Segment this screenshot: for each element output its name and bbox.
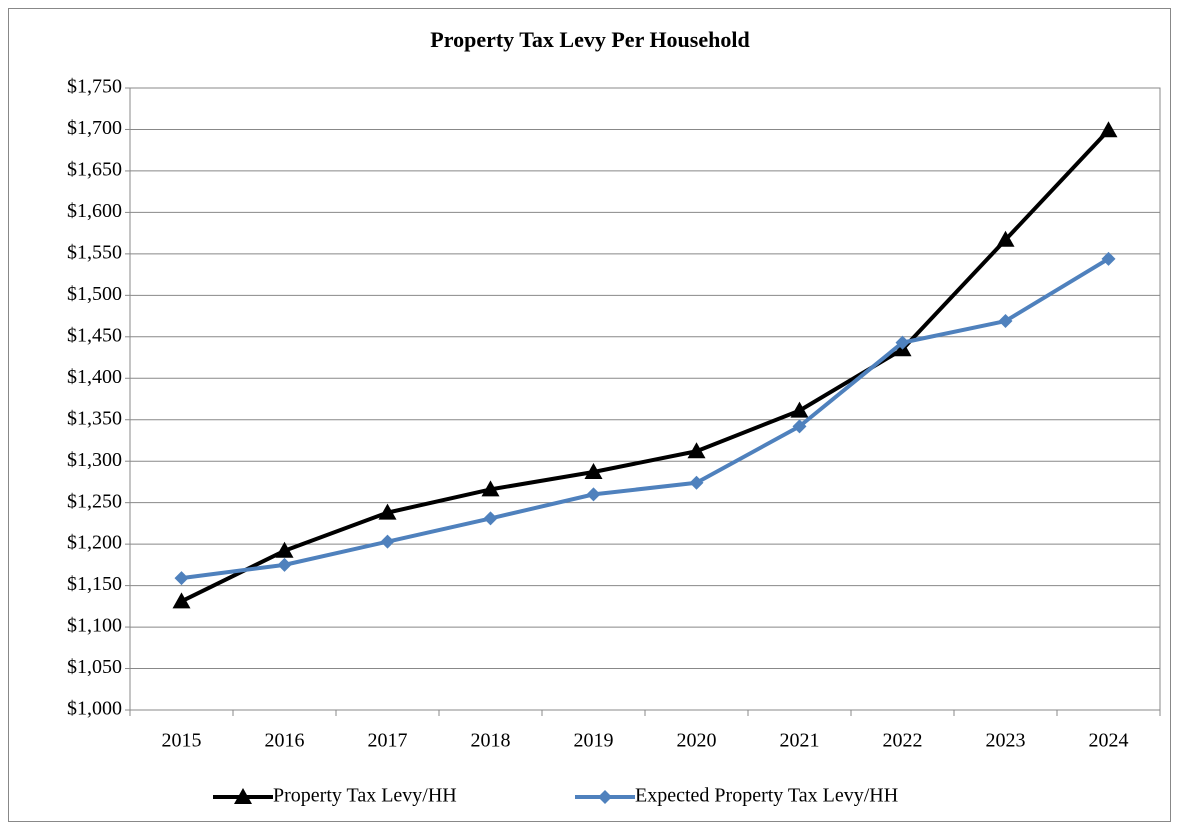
x-tick-label: 2023 [986, 730, 1026, 752]
x-tick-label: 2017 [368, 730, 408, 752]
triangle-marker [275, 541, 294, 558]
y-tick-label: $1,250 [67, 490, 122, 512]
x-tick-label: 2015 [162, 730, 202, 752]
y-tick-label: $1,100 [67, 615, 122, 637]
diamond-marker [792, 419, 807, 434]
y-tick-label: $1,300 [67, 449, 122, 471]
legend-label: Property Tax Levy/HH [273, 785, 457, 807]
x-tick-label: 2020 [677, 730, 717, 752]
triangle-marker [996, 230, 1015, 247]
y-tick-label: $1,700 [67, 117, 122, 139]
x-tick-label: 2024 [1089, 730, 1129, 752]
y-tick-label: $1,600 [67, 200, 122, 222]
y-tick-label: $1,400 [67, 366, 122, 388]
diamond-marker [483, 511, 498, 526]
y-tick-label: $1,200 [67, 532, 122, 554]
diamond-marker [1101, 251, 1116, 266]
y-tick-label: $1,650 [67, 159, 122, 181]
y-tick-label: $1,500 [67, 283, 122, 305]
x-tick-label: 2018 [471, 730, 511, 752]
chart-border [8, 8, 1171, 822]
triangle-marker [234, 788, 252, 804]
y-tick-label: $1,000 [67, 698, 122, 720]
y-tick-label: $1,450 [67, 324, 122, 346]
x-tick-label: 2019 [574, 730, 614, 752]
y-tick-label: $1,150 [67, 573, 122, 595]
diamond-marker [277, 557, 292, 572]
diamond-marker [895, 335, 910, 350]
chart-title: Property Tax Levy Per Household [430, 27, 749, 52]
y-tick-label: $1,750 [67, 76, 122, 98]
triangle-marker [481, 480, 500, 497]
triangle-marker [790, 401, 809, 418]
y-tick-label: $1,050 [67, 656, 122, 678]
y-tick-label: $1,350 [67, 407, 122, 429]
y-tick-label: $1,550 [67, 241, 122, 263]
triangle-marker [584, 462, 603, 479]
diamond-marker [586, 487, 601, 502]
diamond-marker [998, 314, 1013, 329]
x-tick-label: 2021 [780, 730, 820, 752]
x-tick-label: 2022 [883, 730, 923, 752]
legend-label: Expected Property Tax Levy/HH [635, 785, 898, 807]
diamond-marker [174, 571, 189, 586]
triangle-marker [172, 592, 191, 609]
triangle-marker [378, 503, 397, 520]
triangle-marker [687, 442, 706, 459]
series-line [181, 257, 1110, 581]
diamond-marker [689, 475, 704, 490]
x-tick-label: 2016 [265, 730, 305, 752]
series-line [180, 128, 1110, 604]
triangle-marker [1099, 121, 1118, 138]
diamond-marker [380, 534, 395, 549]
diamond-marker [598, 790, 612, 804]
